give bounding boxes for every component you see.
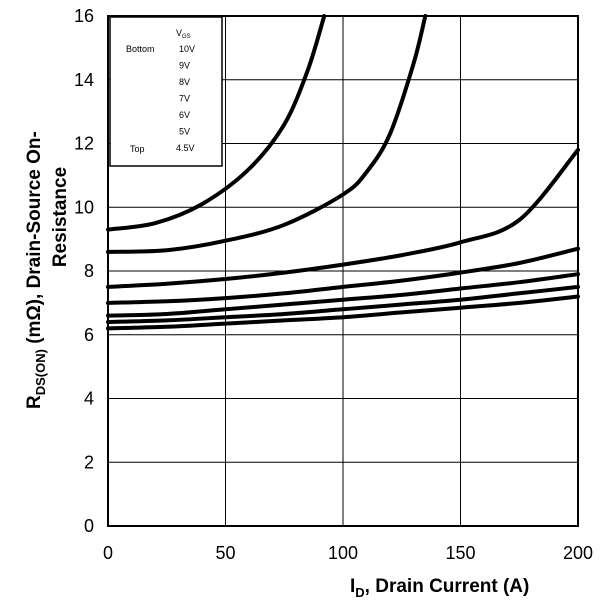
x-tick-label: 100 — [328, 543, 358, 563]
y-tick-label: 14 — [74, 70, 94, 90]
legend-entry: 4.5V — [176, 143, 195, 153]
legend-top-label: Top — [130, 144, 145, 154]
y-tick-label: 2 — [84, 452, 94, 472]
legend-entry: 10V — [179, 44, 195, 54]
x-tick-label: 50 — [215, 543, 235, 563]
x-tick-label: 150 — [445, 543, 475, 563]
series-line-2 — [106, 284, 580, 324]
series-group — [106, 14, 580, 331]
x-tick-label: 0 — [103, 543, 113, 563]
y-tick-label: 8 — [84, 261, 94, 281]
series-line-5 — [106, 147, 580, 289]
legend-header: VGS — [176, 28, 191, 40]
legend-bottom-label: Bottom — [126, 44, 155, 54]
y-tick-labels: 0 2 4 6 8 10 12 14 16 — [74, 6, 94, 536]
legend-entry: 7V — [179, 94, 190, 104]
legend-entry: 9V — [179, 61, 190, 71]
series-line-6 — [106, 14, 428, 254]
legend-entry: 5V — [179, 127, 190, 137]
y-axis-title-line2: Resistance — [50, 167, 71, 267]
x-axis-title: ID, Drain Current (A) — [350, 576, 529, 600]
y-tick-label: 16 — [74, 6, 94, 26]
series-line-1 — [106, 294, 580, 331]
legend-box — [109, 16, 223, 167]
legend: VGS Bottom Top 10V 9V 8V 7V 6V 5V 4.5V — [109, 16, 223, 167]
y-tick-label: 12 — [74, 134, 94, 154]
series-line-7 — [106, 14, 327, 232]
y-tick-label: 6 — [84, 325, 94, 345]
series-line-3 — [106, 272, 580, 318]
x-tick-labels: 0 50 100 150 200 — [103, 543, 593, 563]
series-line-4 — [106, 246, 580, 305]
legend-entry: 8V — [179, 77, 190, 87]
y-tick-label: 0 — [84, 516, 94, 536]
y-tick-label: 10 — [74, 197, 94, 217]
y-tick-label: 4 — [84, 389, 94, 409]
plot-frame — [107, 15, 579, 527]
y-axis-title: RDS(ON) (mΩ), Drain-Source On- — [24, 131, 48, 409]
legend-entry: 6V — [179, 110, 190, 120]
x-tick-label: 200 — [563, 543, 593, 563]
legend-entries: 10V 9V 8V 7V 6V 5V 4.5V — [176, 44, 195, 153]
